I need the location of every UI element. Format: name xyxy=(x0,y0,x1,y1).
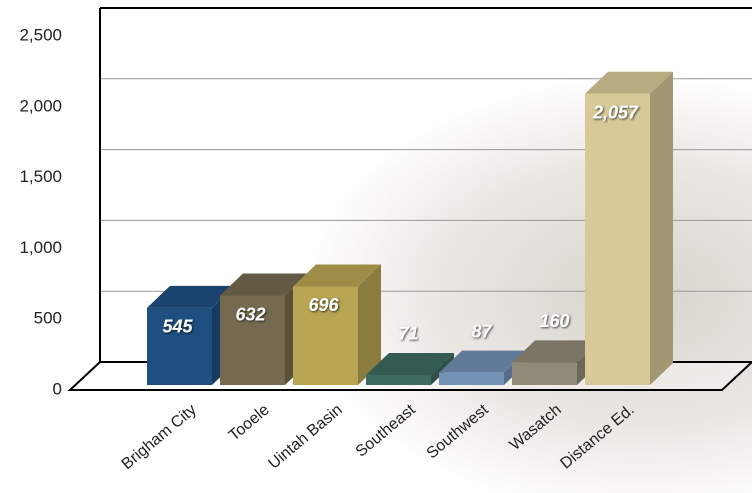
bar xyxy=(220,295,285,385)
bar xyxy=(512,362,577,385)
y-tick-label: 2,500 xyxy=(19,25,62,44)
value-label: 2,057 xyxy=(592,102,639,122)
bar-top xyxy=(512,340,600,363)
bar-top xyxy=(147,285,235,308)
bar-top xyxy=(366,352,454,375)
bar xyxy=(366,374,431,385)
y-tick-label: 1,500 xyxy=(19,167,62,186)
value-label: 160 xyxy=(539,311,569,331)
bar-side xyxy=(650,71,673,386)
value-label: 87 xyxy=(471,321,492,341)
bar xyxy=(439,372,504,385)
value-label: 696 xyxy=(308,295,339,315)
bar-side xyxy=(431,352,454,385)
value-label: 71 xyxy=(398,324,418,344)
y-tick-label: 0 xyxy=(53,379,62,398)
y-tick-label: 2,000 xyxy=(19,96,62,115)
value-label: 632 xyxy=(235,304,265,324)
value-label: 545 xyxy=(162,317,193,337)
bar xyxy=(147,307,212,385)
bar-top xyxy=(220,273,308,296)
bar-side xyxy=(358,264,381,385)
bar-top xyxy=(293,264,381,287)
y-tick-label: 500 xyxy=(34,309,62,328)
bar xyxy=(585,93,650,386)
bar-top xyxy=(585,71,673,94)
bar xyxy=(293,286,358,385)
bar-top xyxy=(439,350,527,373)
y-tick-label: 1,000 xyxy=(19,238,62,257)
